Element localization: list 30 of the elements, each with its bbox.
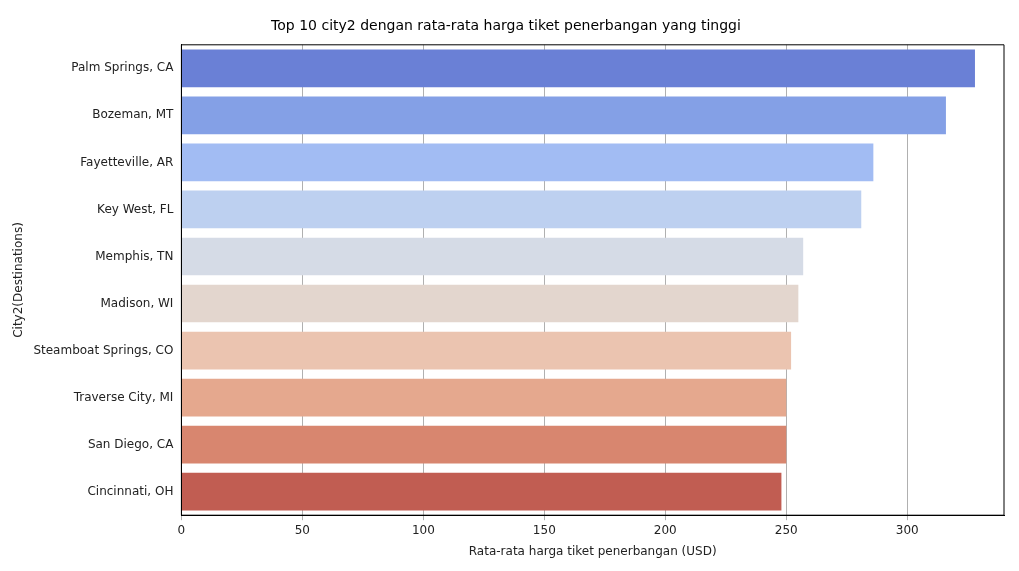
bar (181, 331, 792, 370)
x-tick-label: 150 (532, 522, 556, 537)
bar (181, 284, 799, 323)
chart-title: Top 10 city2 dengan rata-rata harga tiket penerbangan yang tinggi (270, 17, 741, 34)
bar (181, 49, 975, 88)
y-tick-label: Memphis, TN (95, 248, 174, 263)
bar (181, 96, 946, 135)
y-tick-label: Cincinnati, OH (87, 483, 174, 498)
bar (181, 143, 874, 182)
x-tick-label: 250 (774, 522, 798, 537)
y-tick-label: Madison, WI (100, 295, 174, 310)
bar (181, 425, 787, 464)
bar (181, 237, 804, 276)
y-tick-label: Palm Springs, CA (71, 60, 175, 75)
bar (181, 190, 862, 229)
x-tick-label: 0 (177, 522, 186, 537)
x-tick-label: 300 (895, 522, 919, 537)
y-tick-label: Traverse City, MI (72, 389, 174, 404)
bar (181, 378, 787, 417)
bar (181, 472, 782, 511)
x-tick-label: 100 (411, 522, 435, 537)
y-tick-label: Key West, FL (97, 201, 174, 216)
y-tick-label: San Diego, CA (87, 436, 175, 451)
y-axis-title: City2(Destinations) (11, 222, 26, 338)
x-tick-label: 50 (294, 522, 311, 537)
y-tick-label: Fayetteville, AR (80, 154, 174, 169)
x-axis-title: Rata-rata harga tiket penerbangan (USD) (468, 543, 717, 558)
x-tick-label: 200 (653, 522, 677, 537)
y-tick-label: Steamboat Springs, CO (33, 342, 174, 357)
y-tick-label: Bozeman, MT (92, 107, 175, 122)
